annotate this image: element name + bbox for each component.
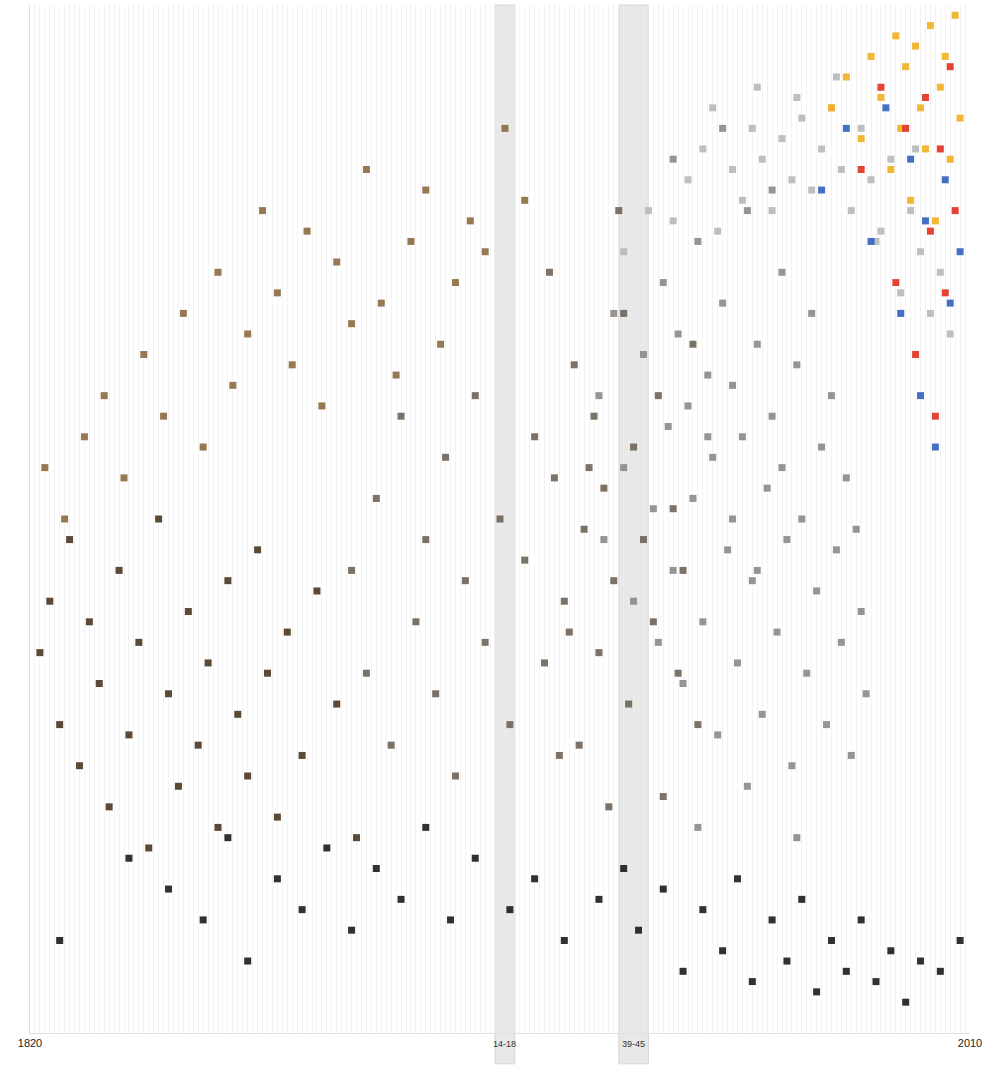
svg-text:1820: 1820 xyxy=(18,1037,42,1049)
svg-text:14-18: 14-18 xyxy=(493,1039,516,1049)
svg-text:39-45: 39-45 xyxy=(622,1039,645,1049)
svg-text:2010: 2010 xyxy=(958,1037,982,1049)
